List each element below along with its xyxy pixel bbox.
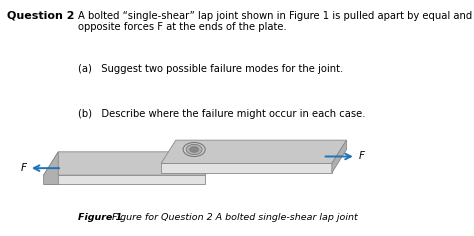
Polygon shape <box>161 164 332 173</box>
Text: (a)   Suggest two possible failure modes for the joint.: (a) Suggest two possible failure modes f… <box>79 64 344 74</box>
Polygon shape <box>44 152 58 185</box>
Text: A bolted “single-shear” lap joint shown in Figure 1 is pulled apart by equal and: A bolted “single-shear” lap joint shown … <box>79 11 473 32</box>
Text: F: F <box>358 152 365 161</box>
Polygon shape <box>44 175 205 185</box>
Text: Figure for Question 2 A bolted single-shear lap joint: Figure for Question 2 A bolted single-sh… <box>109 213 357 222</box>
Circle shape <box>183 143 205 156</box>
Circle shape <box>190 147 199 152</box>
Text: F: F <box>20 163 27 173</box>
Polygon shape <box>44 152 220 175</box>
Text: Figure 1: Figure 1 <box>79 213 123 222</box>
Text: (b)   Describe where the failure might occur in each case.: (b) Describe where the failure might occ… <box>79 109 366 119</box>
Polygon shape <box>161 164 332 173</box>
Polygon shape <box>161 140 346 164</box>
Text: Question 2: Question 2 <box>7 11 74 21</box>
Circle shape <box>186 144 202 155</box>
Polygon shape <box>332 140 346 173</box>
